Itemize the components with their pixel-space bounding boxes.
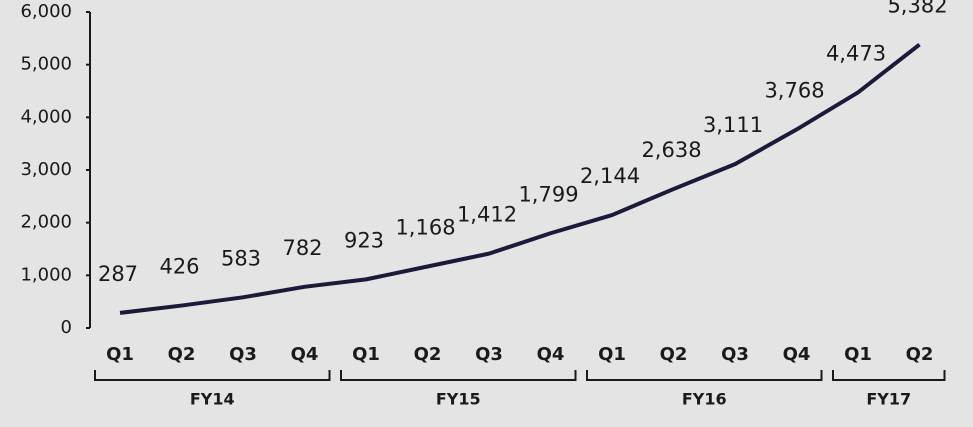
group-bracket <box>340 370 577 381</box>
data-label: 1,168 <box>395 215 455 239</box>
x-tick-label: Q1 <box>352 344 380 365</box>
data-label: 2,144 <box>580 164 640 188</box>
y-tick-label: 2,000 <box>20 212 72 233</box>
x-tick-label: Q4 <box>783 344 811 365</box>
data-label: 923 <box>344 228 384 252</box>
data-label: 426 <box>159 255 199 279</box>
x-tick-label: Q2 <box>414 344 442 365</box>
data-label: 3,768 <box>764 79 824 103</box>
x-tick-label: Q2 <box>168 344 196 365</box>
data-label: 2,638 <box>641 138 701 162</box>
group-label: FY15 <box>436 390 481 409</box>
x-tick-label: Q3 <box>475 344 503 365</box>
data-label: 3,111 <box>703 113 763 137</box>
data-label: 782 <box>282 236 322 260</box>
data-label: 1,412 <box>457 203 517 227</box>
x-tick-label: Q2 <box>906 344 934 365</box>
group-bracket <box>586 370 823 381</box>
data-label: 1,799 <box>518 182 578 206</box>
y-tick-label: 0 <box>61 317 72 338</box>
data-label: 4,473 <box>826 41 886 65</box>
group-bracket <box>94 370 331 381</box>
y-tick-label: 6,000 <box>20 1 72 22</box>
x-tick-label: Q3 <box>721 344 749 365</box>
y-tick-label: 5,000 <box>20 54 72 75</box>
x-tick-label: Q4 <box>291 344 319 365</box>
y-tick-label: 4,000 <box>20 106 72 127</box>
group-label: FY16 <box>682 390 727 409</box>
x-tick-label: Q1 <box>844 344 872 365</box>
x-tick-label: Q3 <box>229 344 257 365</box>
data-label: 287 <box>98 262 138 286</box>
x-tick-label: Q1 <box>106 344 134 365</box>
x-tick-label: Q2 <box>660 344 688 365</box>
group-bracket <box>832 370 946 381</box>
x-tick-label: Q1 <box>598 344 626 365</box>
data-label: 583 <box>221 246 261 270</box>
group-label: FY14 <box>190 390 235 409</box>
x-tick-label: Q4 <box>537 344 565 365</box>
y-tick-label: 1,000 <box>20 264 72 285</box>
line <box>119 42 921 315</box>
y-tick-label: 3,000 <box>20 159 72 180</box>
group-label: FY17 <box>866 390 911 409</box>
data-label: 5,382 <box>887 0 947 18</box>
